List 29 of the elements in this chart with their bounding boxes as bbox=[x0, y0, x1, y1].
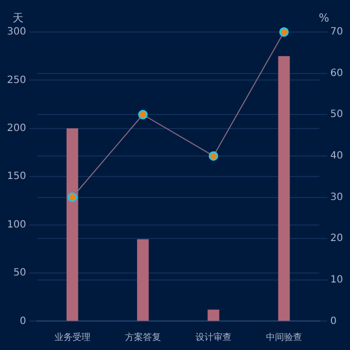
y2-tick-label: 60 bbox=[330, 68, 344, 79]
y2-tick-label: 40 bbox=[330, 150, 344, 162]
bar bbox=[208, 310, 220, 321]
bar bbox=[66, 128, 78, 321]
y2-tick-label: 70 bbox=[330, 26, 344, 38]
y-tick-label: 300 bbox=[6, 26, 26, 38]
bar bbox=[278, 56, 290, 321]
y-axis-title: 天 bbox=[12, 11, 24, 24]
x-tick-label: 中间验查 bbox=[266, 332, 302, 343]
point bbox=[138, 110, 148, 120]
y-tick-label: 150 bbox=[6, 171, 26, 182]
y-tick-label: 0 bbox=[20, 316, 26, 327]
x-tick-label: 设计审查 bbox=[195, 332, 232, 343]
point bbox=[208, 151, 218, 161]
y2-tick-label: 50 bbox=[330, 109, 344, 120]
y2-tick-label: 10 bbox=[330, 274, 344, 286]
point bbox=[279, 27, 289, 37]
y2-tick-label: 30 bbox=[330, 192, 344, 203]
x-tick-label: 方案答复 bbox=[124, 332, 161, 343]
y-tick-label: 100 bbox=[6, 219, 26, 230]
y2-tick-label: 20 bbox=[330, 233, 344, 244]
point bbox=[68, 192, 78, 202]
y2-axis-title: % bbox=[318, 11, 330, 24]
y-tick-label: 200 bbox=[6, 122, 26, 134]
bar bbox=[137, 239, 149, 321]
y-tick-label: 50 bbox=[13, 268, 26, 279]
y2-tick-label: 0 bbox=[330, 316, 337, 327]
x-tick-label: 业务受理 bbox=[54, 332, 90, 343]
y-tick-label: 250 bbox=[6, 74, 26, 86]
